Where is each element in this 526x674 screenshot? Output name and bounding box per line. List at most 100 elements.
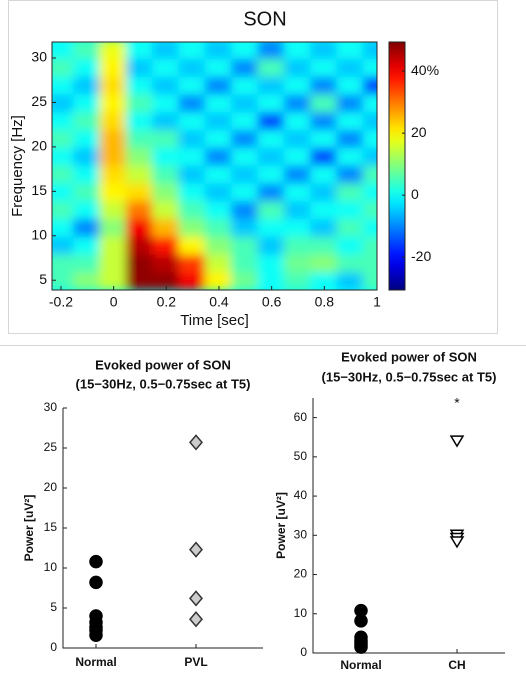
heatmap-cell — [310, 42, 339, 59]
heatmap-cell — [257, 163, 286, 184]
heatmap-cell — [52, 42, 76, 59]
heatmap-cell — [178, 145, 207, 166]
heatmap-cell — [99, 252, 128, 273]
heatmap-cell — [362, 270, 377, 290]
heatmap-cell — [231, 92, 260, 113]
heatmap-cell — [204, 234, 234, 255]
heatmap-cell — [310, 181, 339, 202]
heatmap-cell — [231, 270, 260, 290]
heatmap-cell — [257, 270, 286, 290]
heatmap-cell — [125, 128, 155, 148]
heatmap-cell — [99, 42, 128, 59]
x-tick-label: 1 — [373, 294, 381, 310]
y-axis-label: Power [uV²] — [274, 492, 288, 559]
heatmap-cell — [73, 199, 102, 219]
chart-title: SON — [243, 8, 286, 30]
heatmap-cell — [152, 110, 181, 131]
y-tick-label: 40 — [294, 488, 308, 502]
y-tick-label: 5 — [50, 600, 57, 614]
heatmap-cell — [73, 270, 102, 290]
heatmap-cell — [178, 181, 207, 202]
heatmap-cell — [204, 42, 234, 59]
heatmap-cell — [178, 234, 207, 255]
heatmap-cell — [231, 252, 260, 273]
heatmap-cell — [362, 252, 377, 273]
heatmap-cell — [362, 110, 377, 131]
heatmap-cell — [52, 234, 76, 255]
point — [189, 590, 203, 607]
y-tick-label: 10 — [44, 560, 58, 574]
heatmap-cell — [336, 199, 365, 219]
chart-subtitle: (15−30Hz, 0.5−0.75sec at T5) — [76, 376, 251, 391]
chart-subtitle: (15−30Hz, 0.5−0.75sec at T5) — [322, 369, 497, 384]
heatmap-cell — [257, 128, 286, 148]
y-tick-label: 50 — [294, 449, 308, 463]
heatmap-cell — [125, 270, 155, 290]
heatmap-cell — [362, 181, 377, 202]
heatmap-cell — [204, 199, 234, 219]
axis-line — [312, 398, 505, 654]
heatmap-cell — [73, 252, 102, 273]
heatmap-cell — [336, 57, 365, 77]
heatmap-cell — [178, 92, 207, 113]
heatmap-cell — [336, 110, 365, 131]
heatmap-cell — [310, 217, 339, 237]
point — [449, 435, 465, 448]
heatmap-cell — [336, 145, 365, 166]
heatmap-cell — [73, 234, 102, 255]
heatmap-cell — [178, 252, 207, 273]
heatmap-cell — [73, 92, 102, 113]
panel-border — [8, 0, 498, 334]
heatmap-cell — [125, 57, 155, 77]
heatmap-cell — [231, 163, 260, 184]
heatmap-cell — [336, 270, 365, 290]
heatmap-cell — [204, 181, 234, 202]
heatmap-cell — [178, 128, 207, 148]
point — [354, 614, 368, 628]
heatmap-cell — [362, 42, 377, 59]
heatmap-cell — [310, 252, 339, 273]
plot-frame — [51, 41, 378, 291]
heatmap-cell — [73, 42, 102, 59]
heatmap-cell — [125, 217, 155, 237]
heatmap-cell — [283, 252, 313, 273]
heatmap-cell — [283, 74, 313, 95]
heatmap-cell — [204, 252, 234, 273]
heatmap-cell — [152, 145, 181, 166]
heatmap-cell — [257, 57, 286, 77]
y-tick-label: 20 — [31, 138, 47, 154]
heatmap-cell — [283, 92, 313, 113]
heatmap-cell — [283, 110, 313, 131]
heatmap-cell — [52, 74, 76, 95]
heatmap-cell — [204, 128, 234, 148]
x-tick-label: 0.4 — [209, 294, 229, 310]
heatmap-cell — [310, 234, 339, 255]
heatmap-cell — [257, 217, 286, 237]
heatmap-cell — [125, 145, 155, 166]
heatmap-cell — [52, 145, 76, 166]
y-tick-label: 0 — [50, 640, 57, 654]
heatmap-cell — [283, 57, 313, 77]
y-tick-label: 15 — [44, 520, 58, 534]
heatmap-cell — [52, 252, 76, 273]
y-tick-label: 10 — [31, 226, 47, 242]
heatmap-cell — [178, 270, 207, 290]
heatmap-cell — [231, 110, 260, 131]
heatmap-cell — [310, 92, 339, 113]
heatmap-cell — [336, 74, 365, 95]
heatmap-cell — [257, 92, 286, 113]
heatmap-cell — [231, 145, 260, 166]
heatmap-cell — [52, 110, 76, 131]
heatmap-cell — [310, 57, 339, 77]
heatmap-cell — [52, 92, 76, 113]
heatmap-cell — [231, 181, 260, 202]
heatmap-cell — [178, 110, 207, 131]
heatmap-cell — [73, 181, 102, 202]
heatmap-cell — [283, 199, 313, 219]
heatmap-cell — [204, 145, 234, 166]
heatmap-cell — [336, 163, 365, 184]
heatmap-cell — [52, 270, 76, 290]
heatmap-cell — [283, 234, 313, 255]
heatmap-cell — [283, 181, 313, 202]
heatmap-cell — [99, 163, 128, 184]
